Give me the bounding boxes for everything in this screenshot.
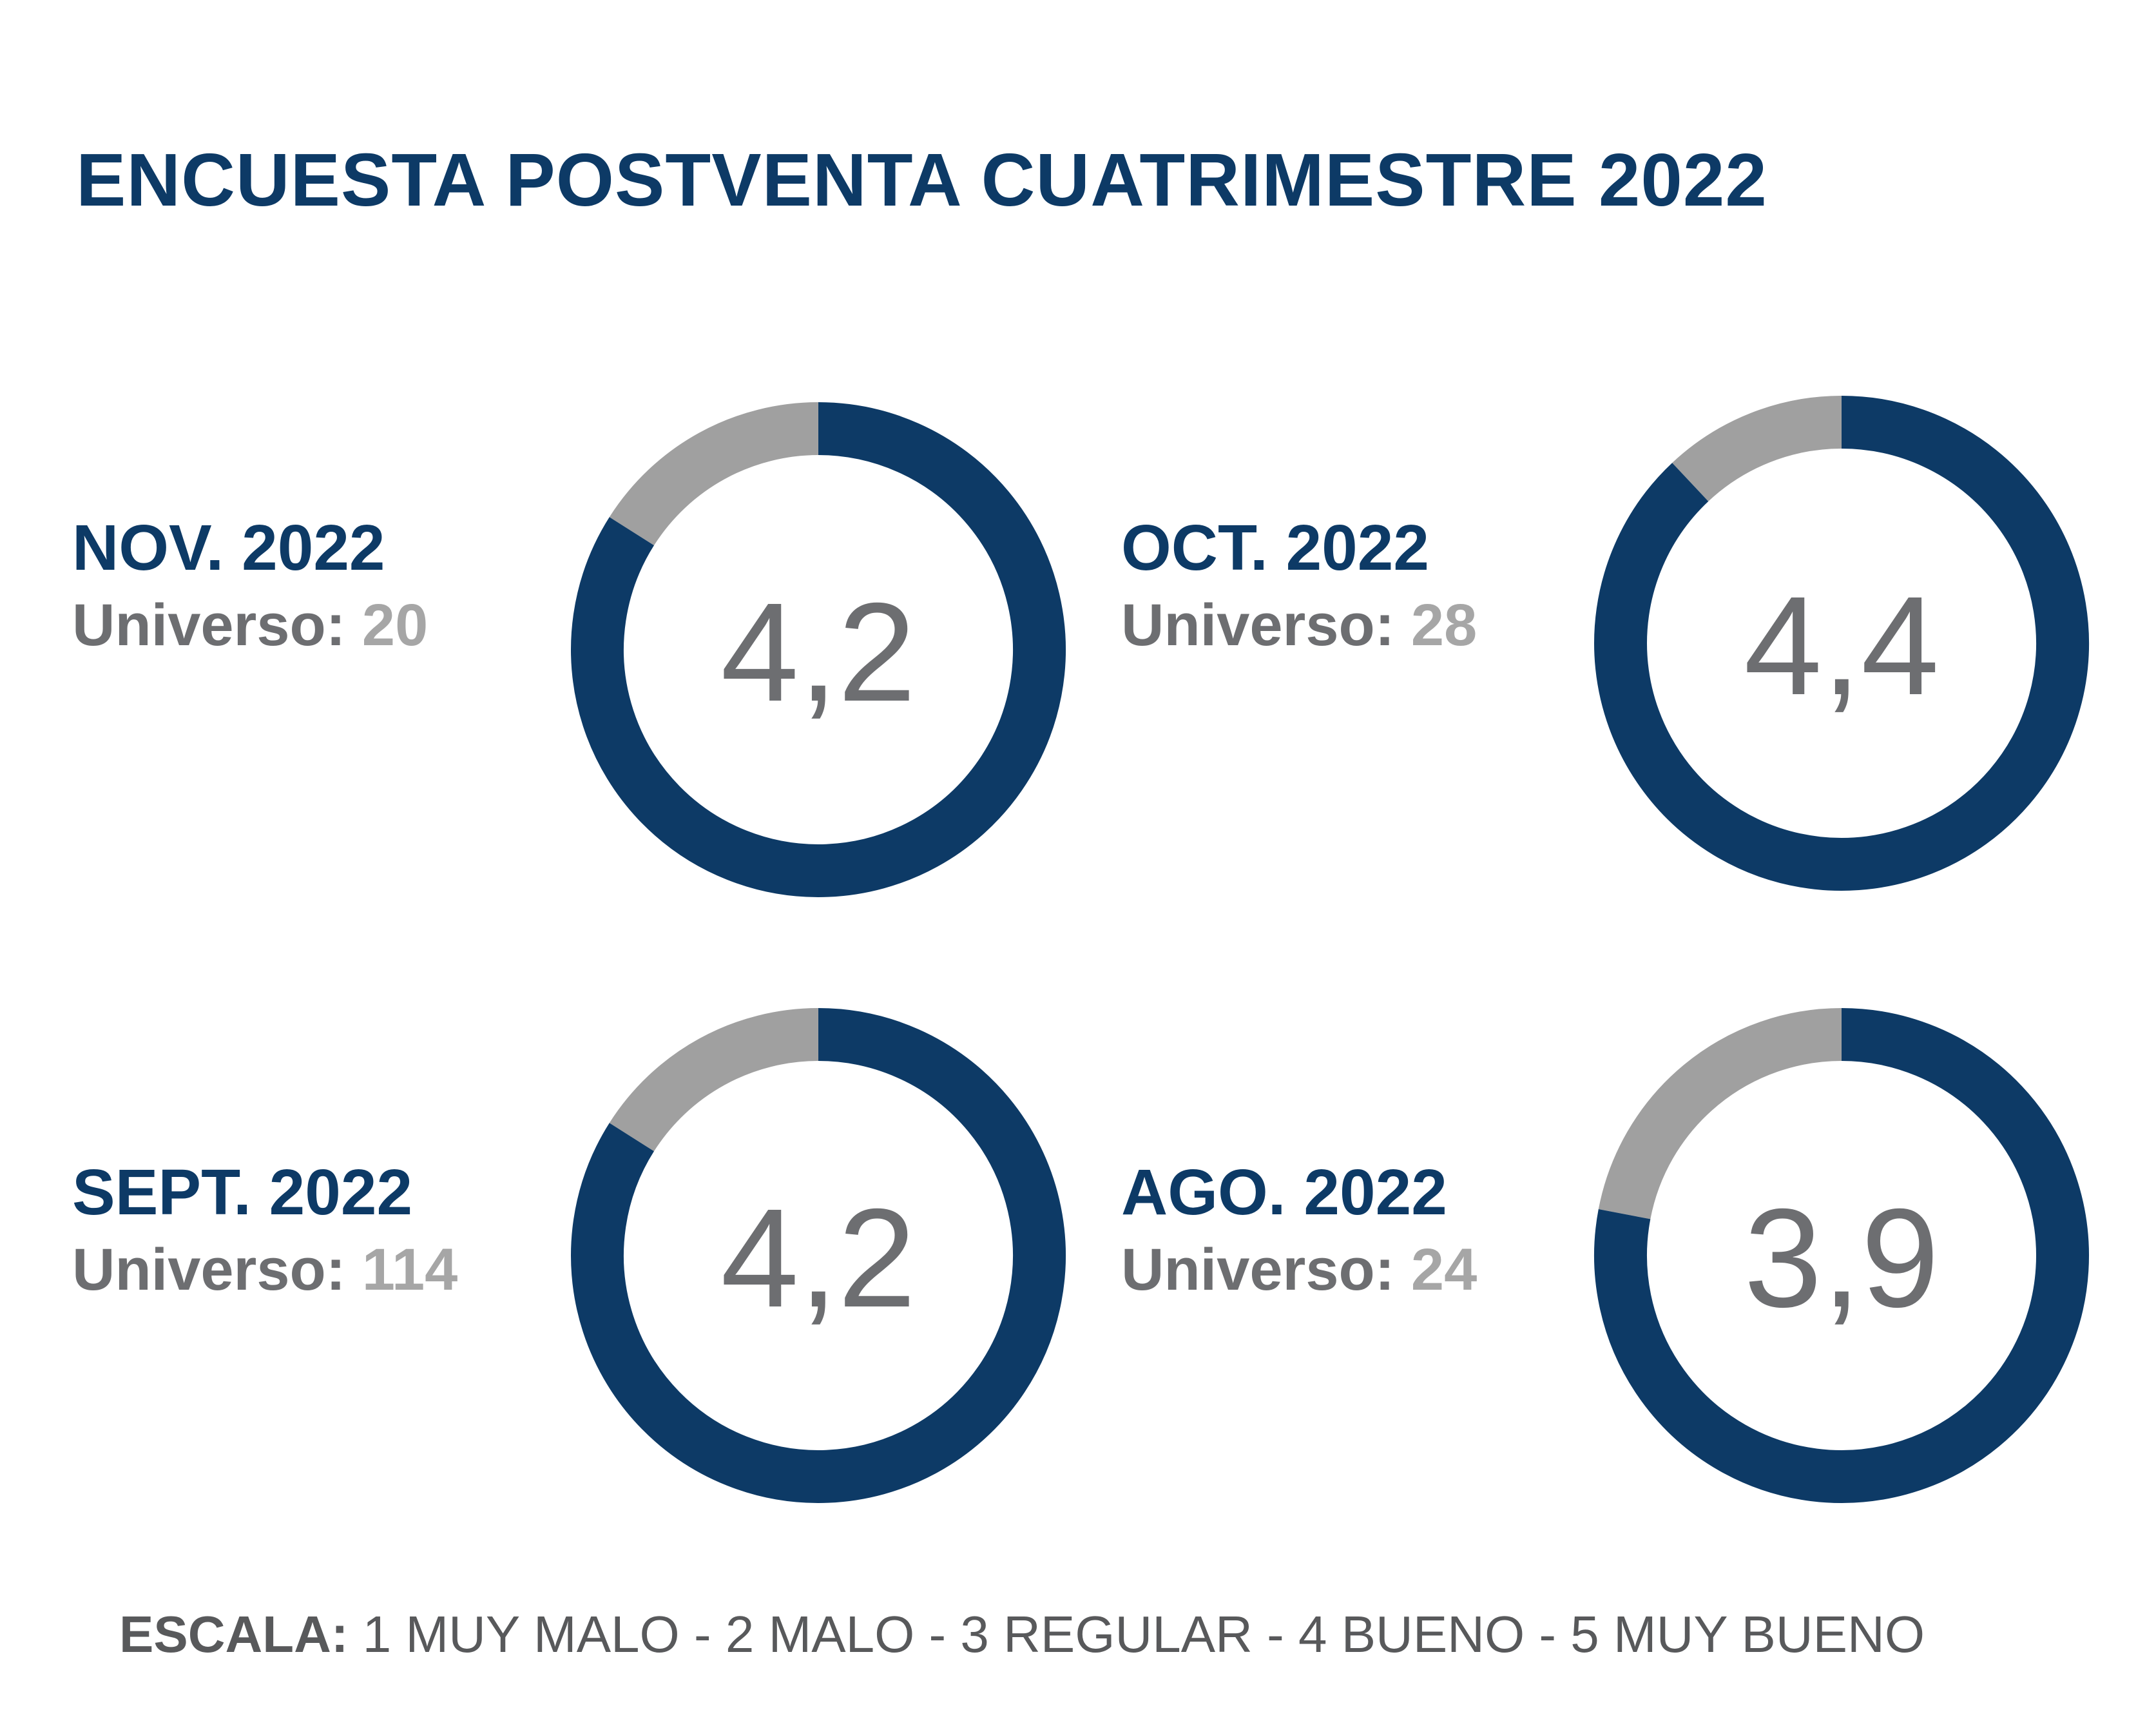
universe-label: Universo: bbox=[72, 1237, 346, 1303]
panel-month: NOV. 2022 bbox=[72, 512, 385, 584]
scale-label: ESCALA: bbox=[119, 1606, 349, 1663]
universe-value: 28 bbox=[1410, 592, 1477, 658]
scale-text: 1 MUY MALO - 2 MALO - 3 REGULAR - 4 BUEN… bbox=[362, 1606, 1925, 1663]
donut-remainder-arc bbox=[609, 402, 819, 546]
universe-value: 24 bbox=[1410, 1237, 1477, 1303]
panel-universe: Universo: 24 bbox=[1121, 1231, 1477, 1308]
donut-value-label: 4,4 bbox=[1744, 568, 1939, 724]
panel-nov-label: NOV. 2022 Universo: 20 bbox=[72, 509, 428, 664]
universe-label: Universo: bbox=[1121, 1237, 1395, 1303]
donut-remainder-arc bbox=[609, 1008, 819, 1152]
panel-universe: Universo: 28 bbox=[1121, 587, 1477, 664]
donut-remainder-arc bbox=[1598, 1008, 1842, 1219]
donut-score-arc bbox=[571, 402, 1066, 897]
donut-remainder-arc bbox=[1672, 396, 1842, 502]
universe-label: Universo: bbox=[1121, 592, 1395, 658]
panel-oct-label: OCT. 2022 Universo: 28 bbox=[1121, 509, 1477, 664]
universe-value: 20 bbox=[361, 592, 428, 658]
universe-value: 114 bbox=[361, 1237, 458, 1303]
donut-value-label: 3,9 bbox=[1744, 1180, 1939, 1337]
donut-value-label: 4,2 bbox=[720, 574, 916, 731]
scale-legend: ESCALA: 1 MUY MALO - 2 MALO - 3 REGULAR … bbox=[119, 1605, 1925, 1664]
donut-chart-sept: 4,2 bbox=[571, 1008, 1066, 1503]
donut-chart-nov: 4,2 bbox=[571, 402, 1066, 897]
panel-month: AGO. 2022 bbox=[1121, 1156, 1447, 1228]
panel-sept-label: SEPT. 2022 Universo: 114 bbox=[72, 1154, 457, 1308]
panel-month: OCT. 2022 bbox=[1121, 512, 1430, 584]
panel-universe: Universo: 114 bbox=[72, 1231, 457, 1308]
page-title: ENCUESTA POSTVENTA CUATRIMESTRE 2022 bbox=[76, 138, 1767, 222]
panel-month: SEPT. 2022 bbox=[72, 1156, 413, 1228]
donut-score-arc bbox=[1594, 396, 2089, 891]
donut-value-label: 4,2 bbox=[720, 1180, 916, 1337]
panel-ago-label: AGO. 2022 Universo: 24 bbox=[1121, 1154, 1477, 1308]
universe-label: Universo: bbox=[72, 592, 346, 658]
donut-chart-ago: 3,9 bbox=[1594, 1008, 2089, 1503]
donut-score-arc bbox=[1594, 1008, 2089, 1503]
panel-universe: Universo: 20 bbox=[72, 587, 428, 664]
donut-score-arc bbox=[571, 1008, 1066, 1503]
donut-chart-oct: 4,4 bbox=[1594, 396, 2089, 891]
